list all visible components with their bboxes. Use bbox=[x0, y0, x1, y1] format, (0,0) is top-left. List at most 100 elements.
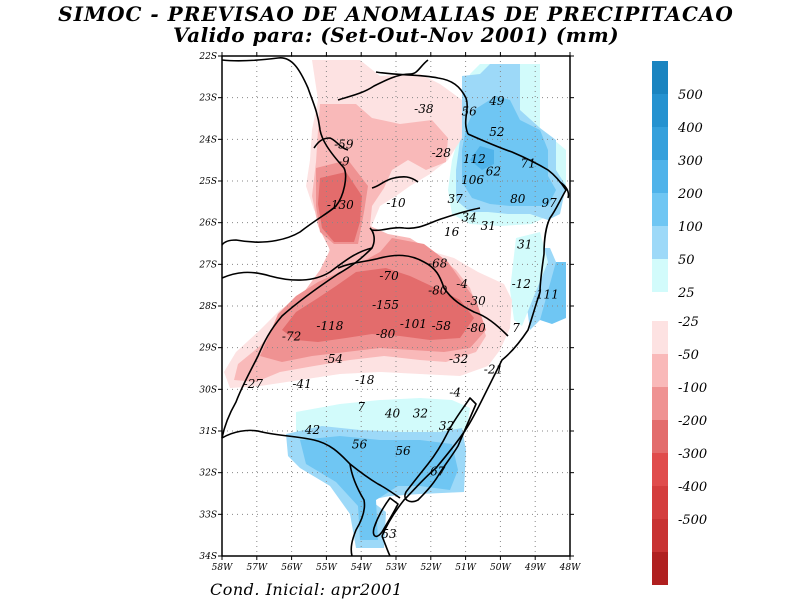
shade-region-6 bbox=[510, 232, 548, 326]
contour-label: 97 bbox=[541, 196, 557, 210]
lon-label: 49W bbox=[524, 563, 546, 573]
lat-label: 27S bbox=[198, 260, 217, 270]
contour-label: -80 bbox=[466, 321, 486, 335]
contour-label: -21 bbox=[484, 363, 503, 377]
contour-label: -130 bbox=[327, 198, 354, 212]
lon-label: 58W bbox=[212, 563, 233, 573]
contour-label: -72 bbox=[282, 329, 301, 343]
contour-label: 106 bbox=[461, 173, 484, 187]
contour-label: 52 bbox=[489, 125, 504, 139]
contour-label: -4 bbox=[456, 277, 468, 291]
legend-swatch-negative bbox=[652, 354, 668, 387]
border-uruguay-river bbox=[221, 247, 373, 439]
legend-label-negative: -200 bbox=[678, 414, 707, 429]
initial-condition-note: Cond. Inicial: apr2001 bbox=[210, 580, 403, 599]
contour-label: -28 bbox=[432, 146, 452, 160]
lon-label: 50W bbox=[490, 563, 511, 573]
lat-label: 22S bbox=[198, 52, 217, 62]
lat-label: 31S bbox=[199, 427, 217, 437]
contour-label: 80 bbox=[510, 192, 526, 206]
border-uruguay-south bbox=[349, 463, 366, 557]
legend-label-positive: 500 bbox=[678, 88, 703, 103]
contour-label: 7 bbox=[512, 321, 520, 335]
legend-swatch-negative bbox=[652, 519, 668, 552]
political-borders bbox=[221, 57, 570, 557]
contour-label: -9 bbox=[338, 154, 350, 168]
contour-label: 16 bbox=[444, 225, 460, 239]
lon-label: 55W bbox=[316, 563, 337, 573]
title-line-2: Valido para: (Set-Out-Nov 2001) (mm) bbox=[172, 23, 620, 47]
border-parana-north bbox=[313, 137, 349, 151]
lat-label: 28S bbox=[198, 302, 217, 312]
border-sp-pr bbox=[337, 59, 429, 101]
border-rs-uruguay bbox=[221, 429, 401, 499]
lat-label: 32S bbox=[199, 469, 217, 479]
legend-label-positive: 300 bbox=[678, 154, 703, 169]
contour-label: -10 bbox=[386, 196, 406, 210]
lat-label: 30S bbox=[199, 385, 217, 395]
legend-label-negative: -25 bbox=[678, 315, 699, 330]
border-sc-rs bbox=[337, 254, 509, 337]
lat-label: 29S bbox=[198, 344, 217, 354]
legend-label-positive: 50 bbox=[678, 253, 695, 268]
legend-swatch-negative bbox=[652, 486, 668, 519]
contour-label: -70 bbox=[379, 269, 399, 283]
contour-label: -27 bbox=[244, 377, 264, 391]
lon-label: 56W bbox=[281, 563, 302, 573]
contour-label: -80 bbox=[428, 283, 448, 297]
legend-swatch-positive bbox=[652, 259, 668, 292]
lon-label: 54W bbox=[351, 563, 372, 573]
border-west bbox=[221, 57, 347, 246]
contour-label: -4 bbox=[449, 386, 461, 400]
contour-label: 37 bbox=[448, 192, 464, 206]
legend-swatch-positive bbox=[652, 193, 668, 226]
legend-label-negative: -400 bbox=[678, 480, 707, 495]
legend-swatch-negative bbox=[652, 420, 668, 453]
border-argentina bbox=[221, 227, 375, 281]
lat-label: 33S bbox=[199, 510, 217, 520]
lon-label: 52W bbox=[420, 563, 441, 573]
contour-label: 111 bbox=[536, 288, 559, 302]
legend-label-positive: 25 bbox=[677, 286, 695, 301]
contour-label: -32 bbox=[449, 352, 468, 366]
contour-label: -54 bbox=[324, 352, 343, 366]
shade-region-14 bbox=[318, 172, 362, 242]
legend-label-positive: 400 bbox=[677, 121, 703, 136]
color-legend: 500 400 300 200 100 50 25 -25 -50 -100 -200 -300 -40… bbox=[652, 61, 707, 585]
anomaly-shading bbox=[224, 60, 566, 548]
contour-label: -155 bbox=[372, 298, 399, 312]
border-pr-sc-2 bbox=[371, 176, 419, 189]
legend-swatch-negative bbox=[652, 321, 668, 354]
legend-label-negative: -100 bbox=[678, 381, 707, 396]
legend-swatch-positive bbox=[652, 127, 668, 160]
legend-label-positive: 100 bbox=[678, 220, 703, 235]
lon-label: 53W bbox=[386, 563, 407, 573]
shade-region-3 bbox=[470, 146, 494, 170]
legend-swatch-positive bbox=[652, 160, 668, 193]
contour-label: -118 bbox=[316, 319, 343, 333]
coastline bbox=[381, 133, 567, 537]
lat-label: 23S bbox=[198, 94, 217, 104]
lon-label: 57W bbox=[246, 563, 267, 573]
lat-label: 25S bbox=[198, 177, 217, 187]
contour-label: 53 bbox=[381, 527, 397, 541]
legend-label-positive: 200 bbox=[677, 187, 703, 202]
lon-label: 48W bbox=[559, 563, 581, 573]
contour-label: 56 bbox=[461, 104, 477, 118]
legend-swatch-positive bbox=[652, 226, 668, 259]
contour-label: -59 bbox=[334, 138, 354, 152]
legend-swatch-negative bbox=[652, 387, 668, 420]
shade-region-15 bbox=[282, 268, 474, 342]
contour-label: 31 bbox=[517, 238, 532, 252]
legend-swatch-positive bbox=[652, 94, 668, 127]
legend-swatch-negative bbox=[652, 453, 668, 486]
contour-label: 56 bbox=[395, 444, 411, 458]
coast-sc-notch bbox=[559, 181, 570, 199]
contour-label: 42 bbox=[304, 423, 320, 437]
legend-label-negative: -300 bbox=[678, 447, 707, 462]
legend-swatch-negative bbox=[652, 552, 668, 585]
title-line-1: SIMOC - PREVISAO DE ANOMALIAS DE PRECIPI… bbox=[58, 2, 734, 26]
contour-label: -18 bbox=[355, 373, 375, 387]
